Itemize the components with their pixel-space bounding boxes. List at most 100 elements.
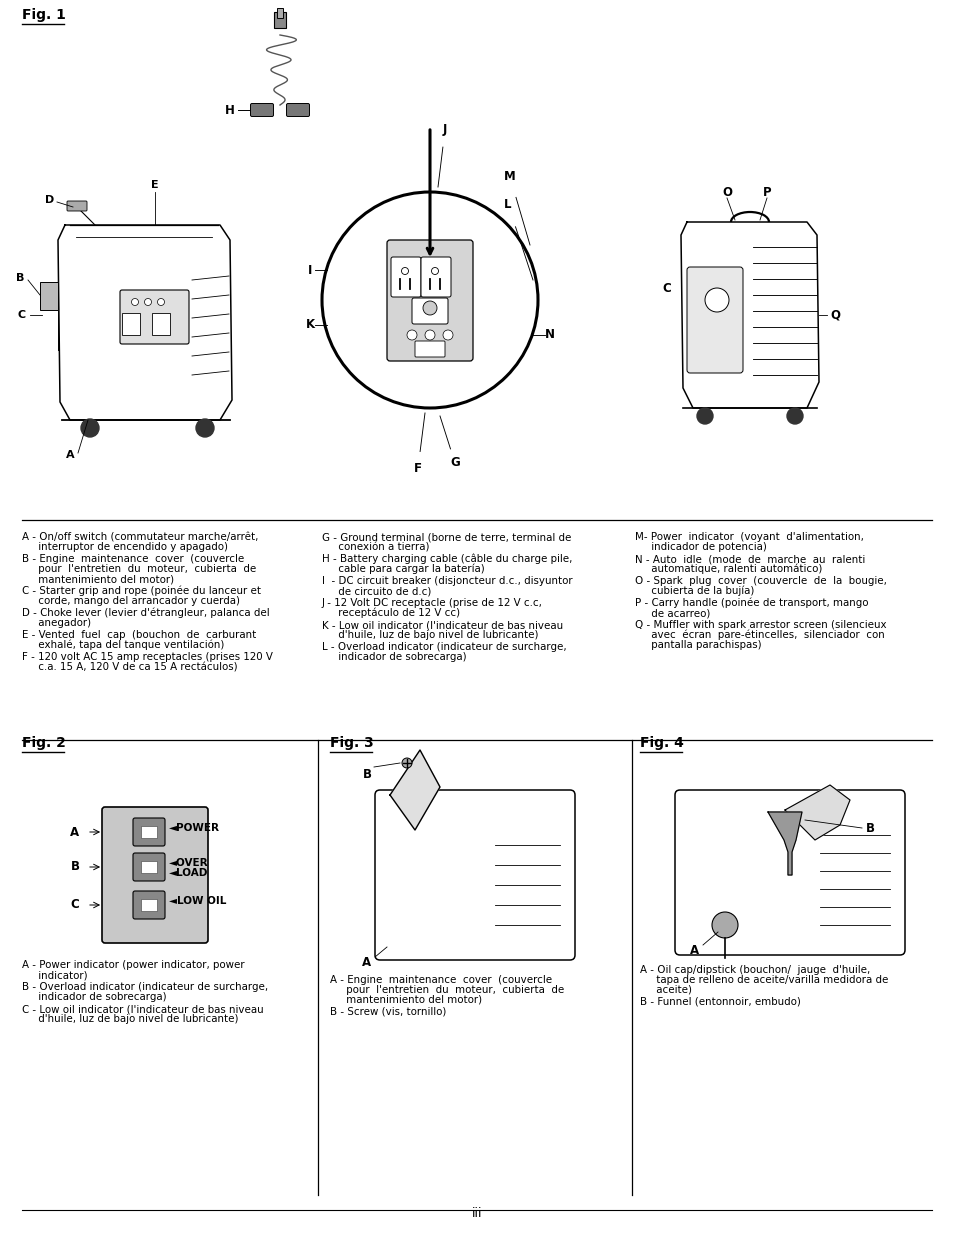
Text: B: B bbox=[16, 273, 24, 283]
Text: E: E bbox=[151, 180, 158, 190]
Circle shape bbox=[81, 419, 99, 437]
Text: A: A bbox=[66, 450, 74, 459]
Text: D - Choke lever (levier d'étrangleur, palanca del: D - Choke lever (levier d'étrangleur, pa… bbox=[22, 608, 270, 619]
Circle shape bbox=[431, 268, 438, 274]
FancyBboxPatch shape bbox=[415, 341, 444, 357]
Text: ◄LOAD: ◄LOAD bbox=[169, 868, 208, 878]
Text: ◄POWER: ◄POWER bbox=[169, 823, 220, 832]
Text: A - Power indicator (power indicator, power: A - Power indicator (power indicator, po… bbox=[22, 960, 244, 969]
Circle shape bbox=[322, 191, 537, 408]
Text: G - Ground terminal (borne de terre, terminal de: G - Ground terminal (borne de terre, ter… bbox=[322, 532, 571, 542]
Bar bbox=[141, 861, 157, 873]
Polygon shape bbox=[767, 811, 801, 876]
Text: L - Overload indicator (indicateur de surcharge,: L - Overload indicator (indicateur de su… bbox=[322, 642, 566, 652]
Text: F - 120 volt AC 15 amp receptacles (prises 120 V: F - 120 volt AC 15 amp receptacles (pris… bbox=[22, 652, 273, 662]
Text: J - 12 Volt DC receptacle (prise de 12 V c.c,: J - 12 Volt DC receptacle (prise de 12 V… bbox=[322, 598, 542, 608]
Text: indicador de sobrecarga): indicador de sobrecarga) bbox=[322, 652, 466, 662]
Text: A: A bbox=[362, 956, 371, 969]
Text: cable para cargar la batería): cable para cargar la batería) bbox=[322, 564, 484, 574]
Text: pour  l'entretien  du  moteur,  cubierta  de: pour l'entretien du moteur, cubierta de bbox=[22, 564, 256, 574]
Text: de acarreo): de acarreo) bbox=[635, 608, 710, 618]
Bar bbox=[40, 282, 58, 310]
Text: Fig. 2: Fig. 2 bbox=[22, 736, 66, 750]
Text: G: G bbox=[450, 457, 459, 469]
Text: C - Starter grip and rope (poinée du lanceur et: C - Starter grip and rope (poinée du lan… bbox=[22, 585, 261, 597]
Text: mantenimiento del motor): mantenimiento del motor) bbox=[22, 574, 174, 584]
Text: A - Oil cap/dipstick (bouchon/  jauge  d'huile,: A - Oil cap/dipstick (bouchon/ jauge d'h… bbox=[639, 965, 869, 974]
Text: corde, mango del arrancador y cuerda): corde, mango del arrancador y cuerda) bbox=[22, 597, 240, 606]
Text: B - Screw (vis, tornillo): B - Screw (vis, tornillo) bbox=[330, 1007, 446, 1016]
Circle shape bbox=[422, 301, 436, 315]
Text: M: M bbox=[503, 170, 516, 184]
FancyBboxPatch shape bbox=[412, 298, 448, 324]
Polygon shape bbox=[680, 222, 818, 408]
Text: cubierta de la bujía): cubierta de la bujía) bbox=[635, 585, 754, 597]
Bar bbox=[122, 312, 140, 335]
Text: anegador): anegador) bbox=[22, 618, 91, 629]
Text: ◄LOW OIL: ◄LOW OIL bbox=[169, 897, 226, 906]
Text: C - Low oil indicator (l'indicateur de bas niveau: C - Low oil indicator (l'indicateur de b… bbox=[22, 1004, 263, 1014]
FancyBboxPatch shape bbox=[420, 257, 451, 296]
Bar bbox=[141, 826, 157, 839]
Text: N - Auto  idle  (mode  de  marche  au  ralenti: N - Auto idle (mode de marche au ralenti bbox=[635, 555, 864, 564]
Circle shape bbox=[711, 911, 738, 939]
Text: automatique, ralenti automático): automatique, ralenti automático) bbox=[635, 564, 821, 574]
Circle shape bbox=[132, 299, 138, 305]
Circle shape bbox=[697, 408, 712, 424]
Text: receptáculo de 12 V cc): receptáculo de 12 V cc) bbox=[322, 608, 459, 619]
Text: mantenimiento del motor): mantenimiento del motor) bbox=[330, 995, 481, 1005]
Bar bbox=[152, 312, 170, 335]
Text: H: H bbox=[225, 104, 234, 116]
Text: B: B bbox=[362, 768, 371, 782]
Text: A: A bbox=[71, 825, 79, 839]
FancyBboxPatch shape bbox=[375, 790, 575, 960]
Text: P: P bbox=[761, 185, 771, 199]
Text: A - Engine  maintenance  cover  (couvercle: A - Engine maintenance cover (couvercle bbox=[330, 974, 552, 986]
Circle shape bbox=[401, 268, 408, 274]
FancyBboxPatch shape bbox=[675, 790, 904, 955]
Text: F: F bbox=[414, 462, 421, 474]
Text: de circuito de d.c): de circuito de d.c) bbox=[322, 585, 431, 597]
Text: B - Overload indicator (indicateur de surcharge,: B - Overload indicator (indicateur de su… bbox=[22, 982, 268, 992]
FancyBboxPatch shape bbox=[132, 890, 165, 919]
Text: J: J bbox=[442, 124, 447, 137]
Text: pantalla parachispas): pantalla parachispas) bbox=[635, 640, 760, 650]
Text: Q - Muffler with spark arrestor screen (silencieux: Q - Muffler with spark arrestor screen (… bbox=[635, 620, 885, 630]
Text: B: B bbox=[71, 861, 79, 873]
Text: D: D bbox=[46, 195, 54, 205]
Circle shape bbox=[195, 419, 213, 437]
Circle shape bbox=[786, 408, 802, 424]
Text: E - Vented  fuel  cap  (bouchon  de  carburant: E - Vented fuel cap (bouchon de carburan… bbox=[22, 630, 256, 640]
Text: avec  écran  pare-étincelles,  silenciador  con: avec écran pare-étincelles, silenciador … bbox=[635, 630, 883, 641]
Text: conexión a tierra): conexión a tierra) bbox=[322, 542, 429, 552]
Text: ◄OVER: ◄OVER bbox=[169, 858, 209, 868]
FancyBboxPatch shape bbox=[387, 240, 473, 361]
Bar bbox=[276, 7, 283, 19]
Polygon shape bbox=[58, 225, 232, 420]
Circle shape bbox=[157, 299, 164, 305]
FancyBboxPatch shape bbox=[120, 290, 189, 345]
Text: Q: Q bbox=[829, 309, 840, 321]
Text: B - Engine  maintenance  cover  (couvercle: B - Engine maintenance cover (couvercle bbox=[22, 555, 244, 564]
FancyBboxPatch shape bbox=[391, 257, 420, 296]
Text: P - Carry handle (poinée de transport, mango: P - Carry handle (poinée de transport, m… bbox=[635, 598, 867, 609]
FancyBboxPatch shape bbox=[102, 806, 208, 944]
Polygon shape bbox=[390, 750, 439, 830]
Text: Fig. 4: Fig. 4 bbox=[639, 736, 683, 750]
Text: I  - DC circuit breaker (disjoncteur d.c., disyuntor: I - DC circuit breaker (disjoncteur d.c.… bbox=[322, 576, 572, 585]
Text: K: K bbox=[305, 319, 314, 331]
Text: K - Low oil indicator (l'indicateur de bas niveau: K - Low oil indicator (l'indicateur de b… bbox=[322, 620, 562, 630]
FancyBboxPatch shape bbox=[251, 104, 274, 116]
Text: d'huile, luz de bajo nivel de lubricante): d'huile, luz de bajo nivel de lubricante… bbox=[322, 630, 537, 640]
Text: c.a. 15 A, 120 V de ca 15 A rectáculos): c.a. 15 A, 120 V de ca 15 A rectáculos) bbox=[22, 662, 237, 672]
Text: O - Spark  plug  cover  (couvercle  de  la  bougie,: O - Spark plug cover (couvercle de la bo… bbox=[635, 576, 886, 585]
Text: exhalé, tapa del tanque ventilación): exhalé, tapa del tanque ventilación) bbox=[22, 640, 224, 651]
Text: L: L bbox=[504, 198, 511, 210]
Text: iii: iii bbox=[471, 1207, 482, 1220]
Circle shape bbox=[401, 758, 412, 768]
Text: indicador de sobrecarga): indicador de sobrecarga) bbox=[22, 992, 167, 1002]
FancyBboxPatch shape bbox=[67, 201, 87, 211]
Text: Fig. 1: Fig. 1 bbox=[22, 7, 66, 22]
Text: aceite): aceite) bbox=[639, 986, 691, 995]
Text: d'huile, luz de bajo nivel de lubricante): d'huile, luz de bajo nivel de lubricante… bbox=[22, 1014, 238, 1024]
